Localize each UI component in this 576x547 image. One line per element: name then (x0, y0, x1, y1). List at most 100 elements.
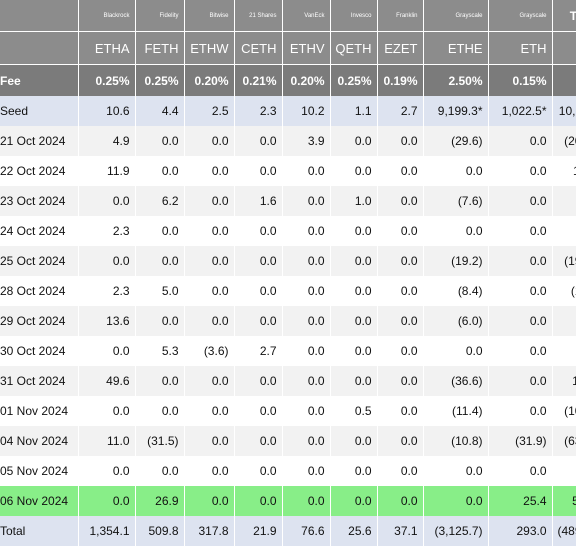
flow-cell: 0.0 (184, 456, 235, 486)
row-label: 04 Nov 2024 (0, 426, 79, 456)
flow-cell: 0.0 (488, 216, 553, 246)
issuer-label: Blackrock (78, 0, 136, 32)
table-row: 05 Nov 20240.00.00.00.00.00.00.00.00.00.… (0, 456, 576, 486)
flow-cell: 2.3 (78, 276, 136, 306)
table-row: 31 Oct 2024 49.6 0.0 0.0 0.0 0.0 0.0 0.0 (36.6) 0… (0, 366, 576, 396)
flow-cell: 0.0 (377, 126, 424, 156)
flow-cell: 0.0 (282, 306, 331, 336)
flow-cell: (31.9) (488, 426, 553, 456)
row-total-cell: (489.8) (552, 516, 576, 546)
flow-cell: 0.0 (488, 246, 553, 276)
table-row: 06 Nov 2024 0.0 26.9 0.0 0.0 0.0 0.0 0.0 0.0 25.4… (0, 486, 576, 516)
row-label: Total (0, 516, 79, 546)
flow-cell: 0.0 (282, 216, 331, 246)
flow-cell: 0.0 (234, 276, 283, 306)
flow-cell: 0.0 (184, 246, 235, 276)
flow-cell: 0.0 (234, 126, 283, 156)
row-label: 06 Nov 2024 (0, 486, 79, 516)
flow-cell: 13.6 (78, 306, 136, 336)
issuer-label: Invesco (330, 0, 378, 32)
flow-cell: 0.0 (377, 426, 424, 456)
issuer-label: Bitwise (184, 0, 235, 32)
flow-cell: 0.0 (488, 306, 553, 336)
ticker-label: ETHE (423, 31, 489, 65)
flow-cell: 0.0 (377, 396, 424, 426)
flow-cell: 0.0 (377, 246, 424, 276)
flow-cell: 0.0 (377, 456, 424, 486)
flow-cell: 49.6 (78, 366, 136, 396)
flow-cell: (7.6) (423, 186, 489, 216)
flow-cell: 0.0 (330, 306, 378, 336)
flow-cell: 509.8 (135, 516, 185, 546)
flow-cell: 2.3 (78, 216, 136, 246)
flow-cell: 4.9 (78, 126, 136, 156)
row-total-cell: 0.0 (552, 456, 576, 486)
flow-cell: 0.0 (184, 396, 235, 426)
ticker-label: EZET (377, 31, 424, 65)
table-row: 04 Nov 2024 11.0 (31.5) 0.0 0.0 0.0 0.0 0.0 (10.… (0, 426, 576, 456)
flow-cell: 1.0 (330, 186, 378, 216)
flow-cell: 0.0 (282, 456, 331, 486)
flow-cell: 0.0 (330, 276, 378, 306)
flow-cell: 25.6 (330, 516, 378, 546)
flow-cell: 0.0 (234, 396, 283, 426)
row-total-cell: (19.2) (552, 246, 576, 276)
fee-value: 0.21% (234, 64, 283, 96)
row-total-cell: 11.9 (552, 156, 576, 186)
table-row: 29 Oct 2024 13.6 0.0 0.0 0.0 0.0 0.0 0.0 (6.0) 0.… (0, 306, 576, 336)
flow-cell: 0.0 (135, 246, 185, 276)
flow-cell: 6.2 (135, 186, 185, 216)
flow-cell: 26.9 (135, 486, 185, 516)
ticker-header-row: ETHA FETH ETHW CETH ETHV QETH EZET ETHE … (0, 31, 576, 65)
total-column-header: Total (552, 0, 576, 32)
issuer-label: Franklin (377, 0, 424, 32)
row-total-cell: 2.3 (552, 216, 576, 246)
ticker-total-cell (552, 31, 576, 65)
flow-cell: 2.7 (377, 96, 424, 126)
fee-value: 0.25% (330, 64, 378, 96)
seed-row: Seed 10.6 4.4 2.5 2.3 10.2 1.1 2.7 9,199.3* 1,022… (0, 96, 576, 126)
flow-cell: 0.0 (78, 186, 136, 216)
issuer-corner-cell (0, 0, 79, 32)
flow-cell: 0.0 (135, 366, 185, 396)
flow-cell: 1.6 (234, 186, 283, 216)
flow-cell: 0.0 (135, 156, 185, 186)
flow-cell: 0.0 (184, 156, 235, 186)
flow-cell: 37.1 (377, 516, 424, 546)
issuer-label: Grayscale (423, 0, 489, 32)
flow-cell: 0.0 (78, 456, 136, 486)
flow-cell: 0.0 (330, 246, 378, 276)
flow-cell: 0.0 (282, 396, 331, 426)
flow-cell: (3,125.7) (423, 516, 489, 546)
table-row: 25 Oct 2024 0.0 0.0 0.0 0.0 0.0 0.0 0.0 (19.2) 0.… (0, 246, 576, 276)
flow-cell: 0.0 (488, 366, 553, 396)
flow-cell: 0.0 (488, 156, 553, 186)
table-row: 30 Oct 2024 0.0 5.3 (3.6) 2.7 0.0 0.0 0.0 0.0 0.0… (0, 336, 576, 366)
ticker-corner-cell (0, 31, 79, 65)
row-label: 24 Oct 2024 (0, 216, 79, 246)
flow-cell: 0.0 (135, 396, 185, 426)
row-label: 30 Oct 2024 (0, 336, 79, 366)
flow-cell: (31.5) (135, 426, 185, 456)
flow-cell: 0.0 (488, 126, 553, 156)
flow-cell: 0.0 (282, 486, 331, 516)
ticker-label: ETHA (78, 31, 136, 65)
flow-cell: 0.0 (234, 216, 283, 246)
row-label: 01 Nov 2024 (0, 396, 79, 426)
row-label: 28 Oct 2024 (0, 276, 79, 306)
flow-cell: 0.0 (234, 246, 283, 276)
flow-cell: 0.0 (377, 366, 424, 396)
flow-cell: 0.0 (282, 246, 331, 276)
row-label: 25 Oct 2024 (0, 246, 79, 276)
ticker-label: CETH (234, 31, 283, 65)
flow-cell: 11.0 (78, 426, 136, 456)
total-row: Total 1,354.1 509.8 317.8 21.9 76.6 25.6 37.1 (3… (0, 516, 576, 546)
flow-cell: 0.0 (184, 126, 235, 156)
flow-cell: 0.0 (135, 126, 185, 156)
row-total-cell: 13.0 (552, 366, 576, 396)
flow-cell: 0.0 (282, 156, 331, 186)
flow-cell: 0.0 (184, 186, 235, 216)
flow-cell: 293.0 (488, 516, 553, 546)
flow-cell: 0.0 (488, 186, 553, 216)
flow-cell: 10.2 (282, 96, 331, 126)
